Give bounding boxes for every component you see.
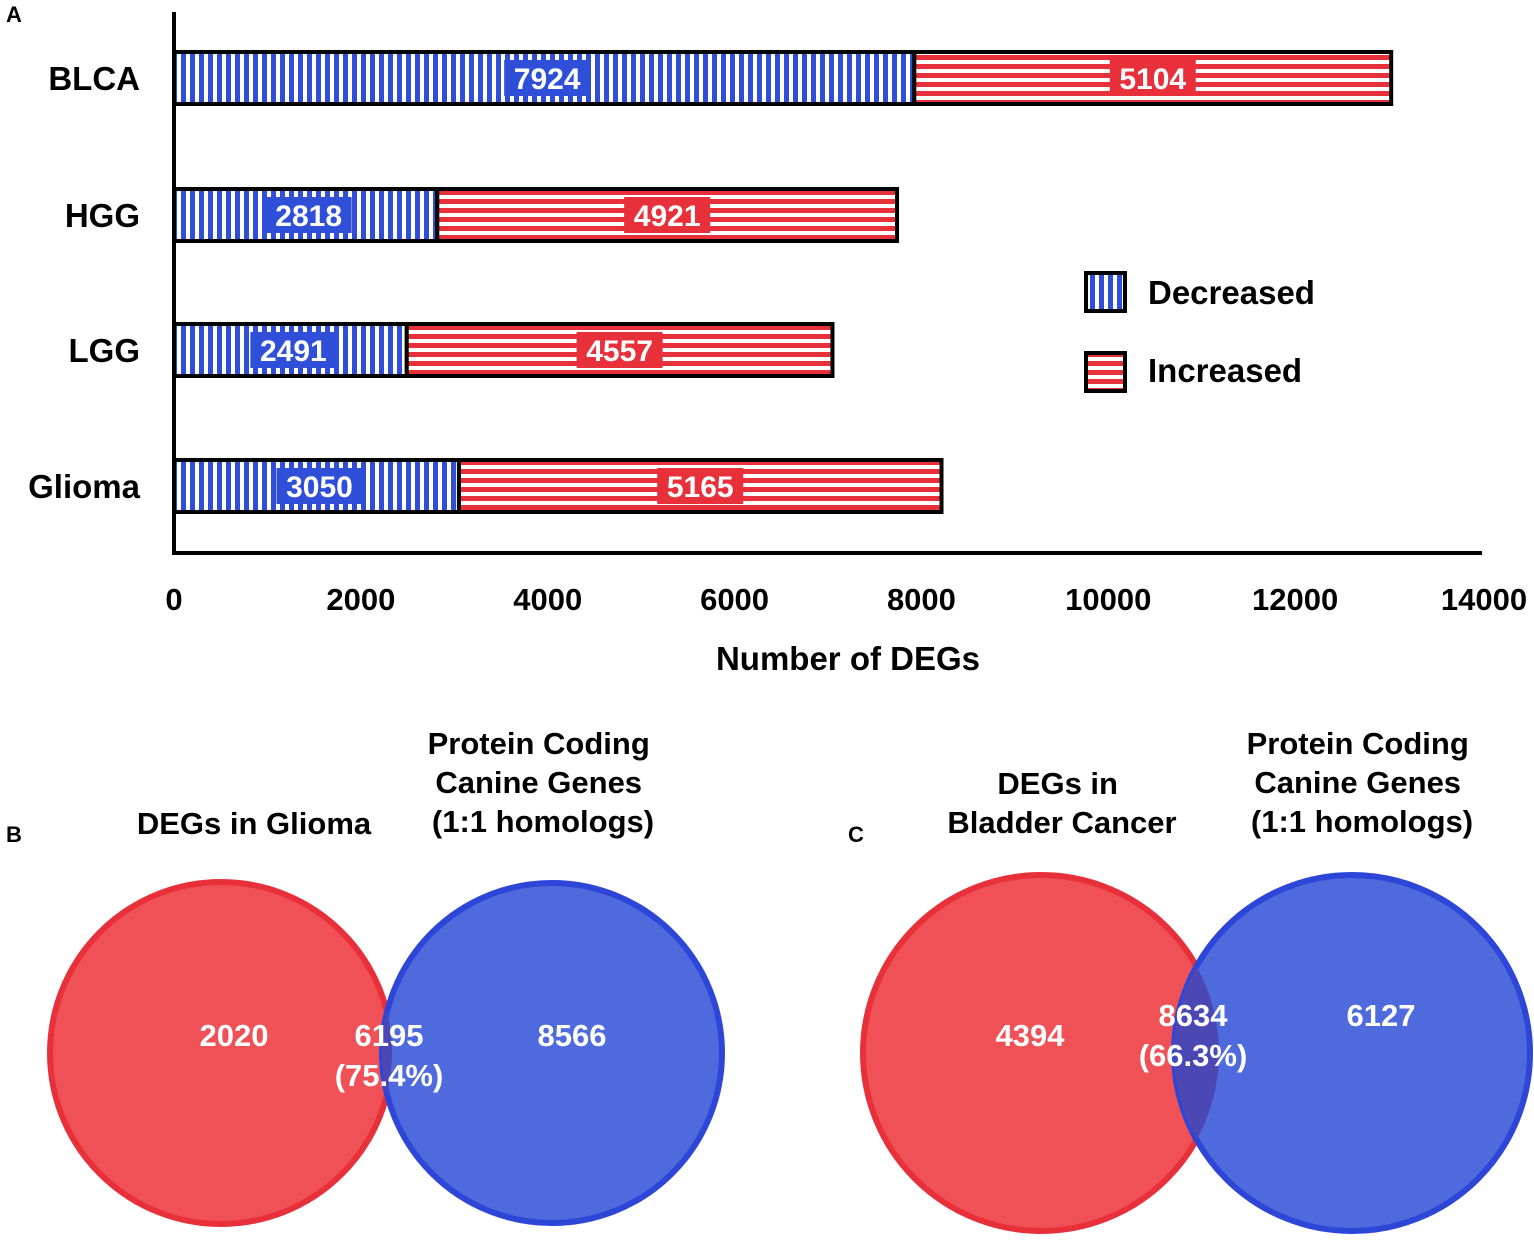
data-label-increased: 5104 — [1119, 63, 1186, 96]
x-tick-label: 2000 — [326, 582, 395, 617]
data-label-increased: 4921 — [634, 200, 701, 233]
x-tick-label: 4000 — [513, 582, 582, 617]
venn-diagram-bladder-cancer: DEGs in Bladder Cancer Protein Coding Ca… — [860, 726, 1533, 1234]
venn-b-left-circle — [47, 879, 395, 1227]
venn-c-right-title-line3: (1:1 homologs) — [1251, 804, 1473, 839]
y-tick-label: BLCA — [48, 60, 140, 97]
data-label-decreased: 3050 — [286, 471, 353, 504]
venn-b-right-title-line1: Protein Coding — [428, 726, 650, 761]
venn-c-left-title-line2: Bladder Cancer — [947, 805, 1176, 840]
venn-b-right-circle — [379, 880, 725, 1226]
data-label-increased: 4557 — [586, 335, 653, 368]
venn-diagram-glioma: DEGs in Glioma Protein Coding Canine Gen… — [47, 726, 725, 1227]
venn-c-overlap-count: 8634 — [1159, 998, 1229, 1033]
x-tick-label: 0 — [165, 582, 182, 617]
venn-c-left-count: 4394 — [996, 1018, 1066, 1053]
legend-swatch-increased — [1084, 351, 1127, 393]
x-tick-label: 10000 — [1065, 582, 1151, 617]
venn-c-right-count: 6127 — [1347, 998, 1416, 1033]
x-tick-label: 6000 — [700, 582, 769, 617]
data-label-decreased-bg — [265, 197, 352, 233]
legend-label-decreased: Decreased — [1148, 274, 1315, 311]
legend: Decreased Increased — [1084, 271, 1315, 393]
venn-b-right-title-line2: Canine Genes — [435, 765, 642, 800]
venn-c-right-title: Protein Coding Canine Genes (1:1 homolog… — [1247, 726, 1478, 839]
x-axis-label: Number of DEGs — [716, 640, 980, 677]
x-tick-labels: 0 2000 4000 6000 8000 10000 12000 14000 — [165, 582, 1527, 617]
data-label-increased-bg — [657, 468, 744, 504]
bars-group: BLCA 7924 5104 HGG 2818 4921 LGG 2491 4557 Glioma… — [28, 50, 1394, 514]
legend-swatch-decreased — [1084, 271, 1127, 313]
y-tick-label: HGG — [65, 197, 140, 234]
venn-c-left-title-line1: DEGs in — [997, 766, 1118, 801]
data-label-decreased-bg — [250, 332, 337, 368]
data-label-increased-bg — [576, 332, 663, 368]
panel-label-c: C — [848, 822, 864, 847]
venn-c-left-title: DEGs in Bladder Cancer — [947, 766, 1176, 840]
venn-c-overlap-percent: (66.3%) — [1139, 1038, 1248, 1073]
data-label-decreased: 2818 — [275, 200, 342, 233]
x-tick-label: 14000 — [1441, 582, 1527, 617]
venn-b-overlap-count: 6195 — [355, 1018, 424, 1053]
data-label-decreased: 2491 — [260, 335, 327, 368]
venn-b-right-count: 8566 — [538, 1018, 607, 1053]
data-label-increased: 5165 — [667, 471, 734, 504]
legend-label-increased: Increased — [1148, 352, 1302, 389]
venn-c-right-title-line1: Protein Coding — [1247, 726, 1469, 761]
data-label-decreased-bg — [504, 60, 591, 96]
data-label-decreased: 7924 — [514, 63, 581, 96]
data-label-increased-bg — [1109, 60, 1196, 96]
y-tick-label: Glioma — [28, 468, 141, 505]
venn-b-right-title: Protein Coding Canine Genes (1:1 homolog… — [428, 726, 659, 839]
x-tick-label: 12000 — [1252, 582, 1338, 617]
venn-b-overlap-percent: (75.4%) — [335, 1058, 444, 1093]
data-label-decreased-bg — [276, 468, 363, 504]
venn-b-left-count: 2020 — [200, 1018, 269, 1053]
venn-c-right-title-line2: Canine Genes — [1254, 765, 1461, 800]
data-label-increased-bg — [624, 197, 711, 233]
y-tick-label: LGG — [69, 332, 141, 369]
panel-label-b: B — [6, 822, 22, 847]
stacked-bar-chart: BLCA 7924 5104 HGG 2818 4921 LGG 2491 4557 Glioma… — [28, 12, 1527, 677]
panel-label-a: A — [6, 2, 22, 27]
venn-b-left-title: DEGs in Glioma — [137, 806, 372, 841]
venn-b-right-title-line3: (1:1 homologs) — [432, 804, 654, 839]
x-tick-label: 8000 — [887, 582, 956, 617]
